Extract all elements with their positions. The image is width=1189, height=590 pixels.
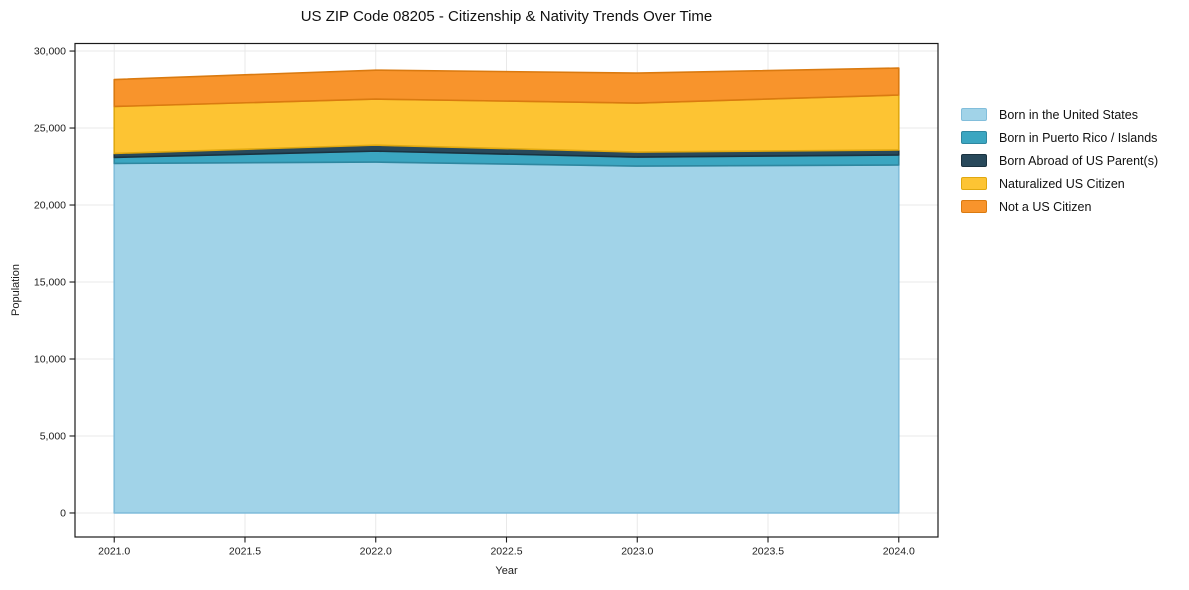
y-tick-label: 15,000 (34, 277, 66, 289)
y-tick-label: 25,000 (34, 123, 66, 135)
legend-item: Not a US Citizen (961, 195, 1158, 218)
area-not-a-us-citizen (113, 67, 900, 108)
y-axis-label: Population (10, 264, 22, 316)
legend-label: Born in the United States (999, 107, 1138, 122)
x-tick-label: 2021.5 (229, 546, 261, 558)
y-tick-label: 10,000 (34, 354, 66, 366)
legend-item: Born in the United States (961, 103, 1158, 126)
x-tick-label: 2022.5 (490, 546, 522, 558)
x-tick-label: 2022.0 (360, 546, 392, 558)
legend-label: Naturalized US Citizen (999, 176, 1125, 191)
legend-item: Born Abroad of US Parent(s) (961, 149, 1158, 172)
chart-title: US ZIP Code 08205 - Citizenship & Nativi… (300, 8, 713, 25)
y-tick-label: 30,000 (34, 46, 66, 58)
legend-label: Born in Puerto Rico / Islands (999, 130, 1158, 145)
x-tick-label: 2023.5 (752, 546, 784, 558)
y-tick-label: 20,000 (34, 200, 66, 212)
x-tick-label: 2021.0 (98, 546, 130, 558)
legend-swatch (961, 131, 987, 144)
legend-item: Naturalized US Citizen (961, 172, 1158, 195)
x-tick-label: 2023.0 (621, 546, 653, 558)
legend-swatch (961, 177, 987, 190)
legend-item: Born in Puerto Rico / Islands (961, 126, 1158, 149)
x-axis-label: Year (495, 565, 518, 577)
area-born-in-the-united-states (113, 161, 900, 514)
legend-swatch (961, 108, 987, 121)
x-tick-label: 2024.0 (883, 546, 915, 558)
legend-label: Not a US Citizen (999, 199, 1092, 214)
legend-swatch (961, 200, 987, 213)
legend: Born in the United States Born in Puerto … (961, 103, 1158, 218)
legend-label: Born Abroad of US Parent(s) (999, 153, 1159, 168)
legend-swatch (961, 154, 987, 167)
y-tick-label: 0 (60, 508, 66, 520)
y-tick-label: 5,000 (40, 431, 66, 443)
